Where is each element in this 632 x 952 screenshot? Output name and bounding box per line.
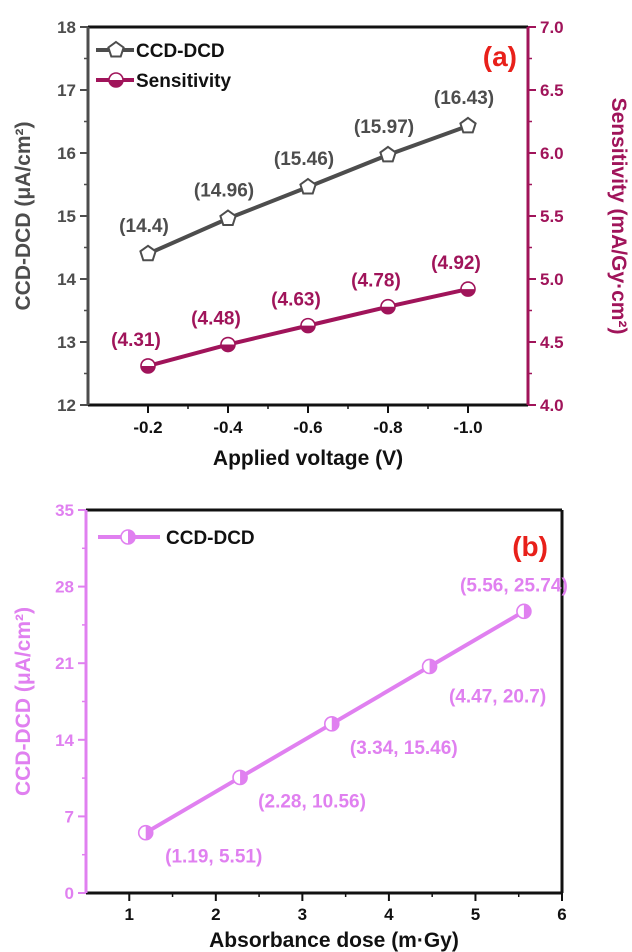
panel-label-a: (a) xyxy=(483,41,517,72)
y-left-tick-label-a: 14 xyxy=(57,270,76,289)
data-point-b xyxy=(421,658,438,675)
y-right-tick-label-a: 4.0 xyxy=(540,396,564,415)
data-label-a: (14.4) xyxy=(119,216,169,237)
data-label-b: (1.19, 5.51) xyxy=(165,847,262,868)
y-left-tick-label-a: 15 xyxy=(57,207,76,226)
legend-marker-a-fill xyxy=(109,80,123,87)
data-point-b-fill xyxy=(145,825,153,840)
data-point-a xyxy=(460,281,476,297)
data-label-a: (16.43) xyxy=(434,88,494,109)
series-b-ccd-dcd: (1.19, 5.51) (2.28, 10.56) (3.34, 15.46) (4… xyxy=(137,575,568,868)
x-tick-label-a: -0.2 xyxy=(133,418,162,437)
legend-a: CCD-DCD Sensitivity xyxy=(96,40,231,92)
data-label-a: (14.96) xyxy=(194,181,254,202)
y-tick-label-b: 35 xyxy=(55,501,74,520)
y-left-tick-label-a: 13 xyxy=(57,333,76,352)
data-label-a: (4.31) xyxy=(111,330,161,351)
data-label-a: (4.48) xyxy=(191,309,241,330)
data-point-b xyxy=(137,824,154,841)
y-right-tick-label-a: 5.5 xyxy=(540,207,564,226)
data-label-a: (15.46) xyxy=(274,149,334,170)
series-a-ccd-dcd: (14.4) (14.96) (15.46) (15.97) (16.43) xyxy=(119,88,494,262)
y-right-axis-label-a: Sensitivity (mA/Gy·cm²) xyxy=(607,98,630,335)
legend-label-a: CCD-DCD xyxy=(136,41,225,62)
y-left-axis-label-a: CCD-DCD (μA/cm²) xyxy=(12,122,35,311)
series-a-sensitivity: (4.31) (4.48) (4.63) (4.78) (4.92) xyxy=(111,253,481,374)
x-tick-label-a: -0.8 xyxy=(373,418,402,437)
legend-marker-a xyxy=(107,40,125,58)
x-axis-label-a: Applied voltage (V) xyxy=(213,447,403,470)
y-tick-label-b: 7 xyxy=(65,807,74,826)
data-point-a xyxy=(219,209,237,226)
data-label-a: (4.92) xyxy=(431,253,481,274)
y-right-tick-label-a: 6.5 xyxy=(540,81,564,100)
y-tick-label-b: 0 xyxy=(65,884,74,903)
data-point-a-fill xyxy=(301,325,315,333)
chart-a: -0.2 -0.4 -0.6 -0.8 -1.0 12 13 14 15 16 17 18 4.0 4.5… xyxy=(12,18,630,470)
panel-label-b: (b) xyxy=(512,531,548,562)
data-point-b-fill xyxy=(429,659,437,674)
data-point-a xyxy=(140,358,156,374)
y-left-tick-label-a: 12 xyxy=(57,396,76,415)
data-label-a: (15.97) xyxy=(354,117,414,138)
data-label-a: (4.63) xyxy=(271,290,321,311)
x-tick-label-a: -0.6 xyxy=(293,418,322,437)
data-point-a-fill xyxy=(221,344,235,352)
data-point-a-fill xyxy=(461,289,475,297)
legend-marker-b-fill xyxy=(128,530,135,544)
y-left-tick-label-a: 18 xyxy=(57,18,76,37)
data-point-a-fill xyxy=(381,306,395,314)
y-right-tick-label-a: 6.0 xyxy=(540,144,564,163)
x-tick-label-b: 1 xyxy=(125,905,134,924)
x-tick-label-b: 3 xyxy=(298,905,307,924)
y-axis-label-b: CCD-DCD (μA/cm²) xyxy=(12,607,35,796)
legend-marker-b xyxy=(120,529,136,545)
data-point-a xyxy=(379,145,397,163)
y-tick-label-b: 14 xyxy=(55,731,74,750)
y-right-tick-label-a: 7.0 xyxy=(540,18,564,37)
data-point-b-fill xyxy=(331,716,339,731)
y-tick-label-b: 28 xyxy=(55,578,74,597)
y-tick-label-b: 21 xyxy=(55,654,74,673)
x-tick-label-b: 5 xyxy=(471,905,480,924)
data-point-a xyxy=(299,177,317,195)
data-label-b: (2.28, 10.56) xyxy=(258,791,366,812)
y-right-tick-label-a: 4.5 xyxy=(540,333,564,352)
data-point-b xyxy=(516,603,532,620)
legend-marker-a xyxy=(108,72,124,88)
y-right-tick-label-a: 5.0 xyxy=(540,270,564,289)
data-label-a: (4.78) xyxy=(351,271,401,292)
y-left-tick-label-a: 17 xyxy=(57,81,76,100)
data-point-a xyxy=(380,298,396,315)
legend-label-b: CCD-DCD xyxy=(166,528,255,549)
x-tick-label-b: 2 xyxy=(211,905,220,924)
data-point-a xyxy=(300,317,316,334)
x-tick-label-b: 6 xyxy=(557,905,566,924)
data-point-a-fill xyxy=(141,365,155,373)
y-left-tick-label-a: 16 xyxy=(57,144,76,163)
data-label-b: (5.56, 25.74) xyxy=(460,575,568,596)
data-point-b-fill xyxy=(523,604,531,619)
data-label-b: (4.47, 20.7) xyxy=(449,686,546,707)
chart-b: 1 2 3 4 5 6 0 7 14 21 28 35 Absorbance dose (m·Gy) CC… xyxy=(12,501,568,952)
data-point-b xyxy=(232,769,248,786)
data-point-a xyxy=(459,116,477,134)
data-point-b-fill xyxy=(240,770,248,785)
x-tick-label-b: 4 xyxy=(384,905,394,924)
data-label-b: (3.34, 15.46) xyxy=(350,738,458,759)
data-point-a xyxy=(139,244,157,262)
x-tick-label-a: -1.0 xyxy=(453,418,482,437)
data-point-b xyxy=(323,716,340,732)
legend-b: CCD-DCD xyxy=(98,528,255,549)
legend-label-a: Sensitivity xyxy=(136,71,231,92)
x-axis-label-b: Absorbance dose (m·Gy) xyxy=(209,929,459,952)
x-tick-label-a: -0.4 xyxy=(213,418,243,437)
data-point-a xyxy=(220,336,236,353)
